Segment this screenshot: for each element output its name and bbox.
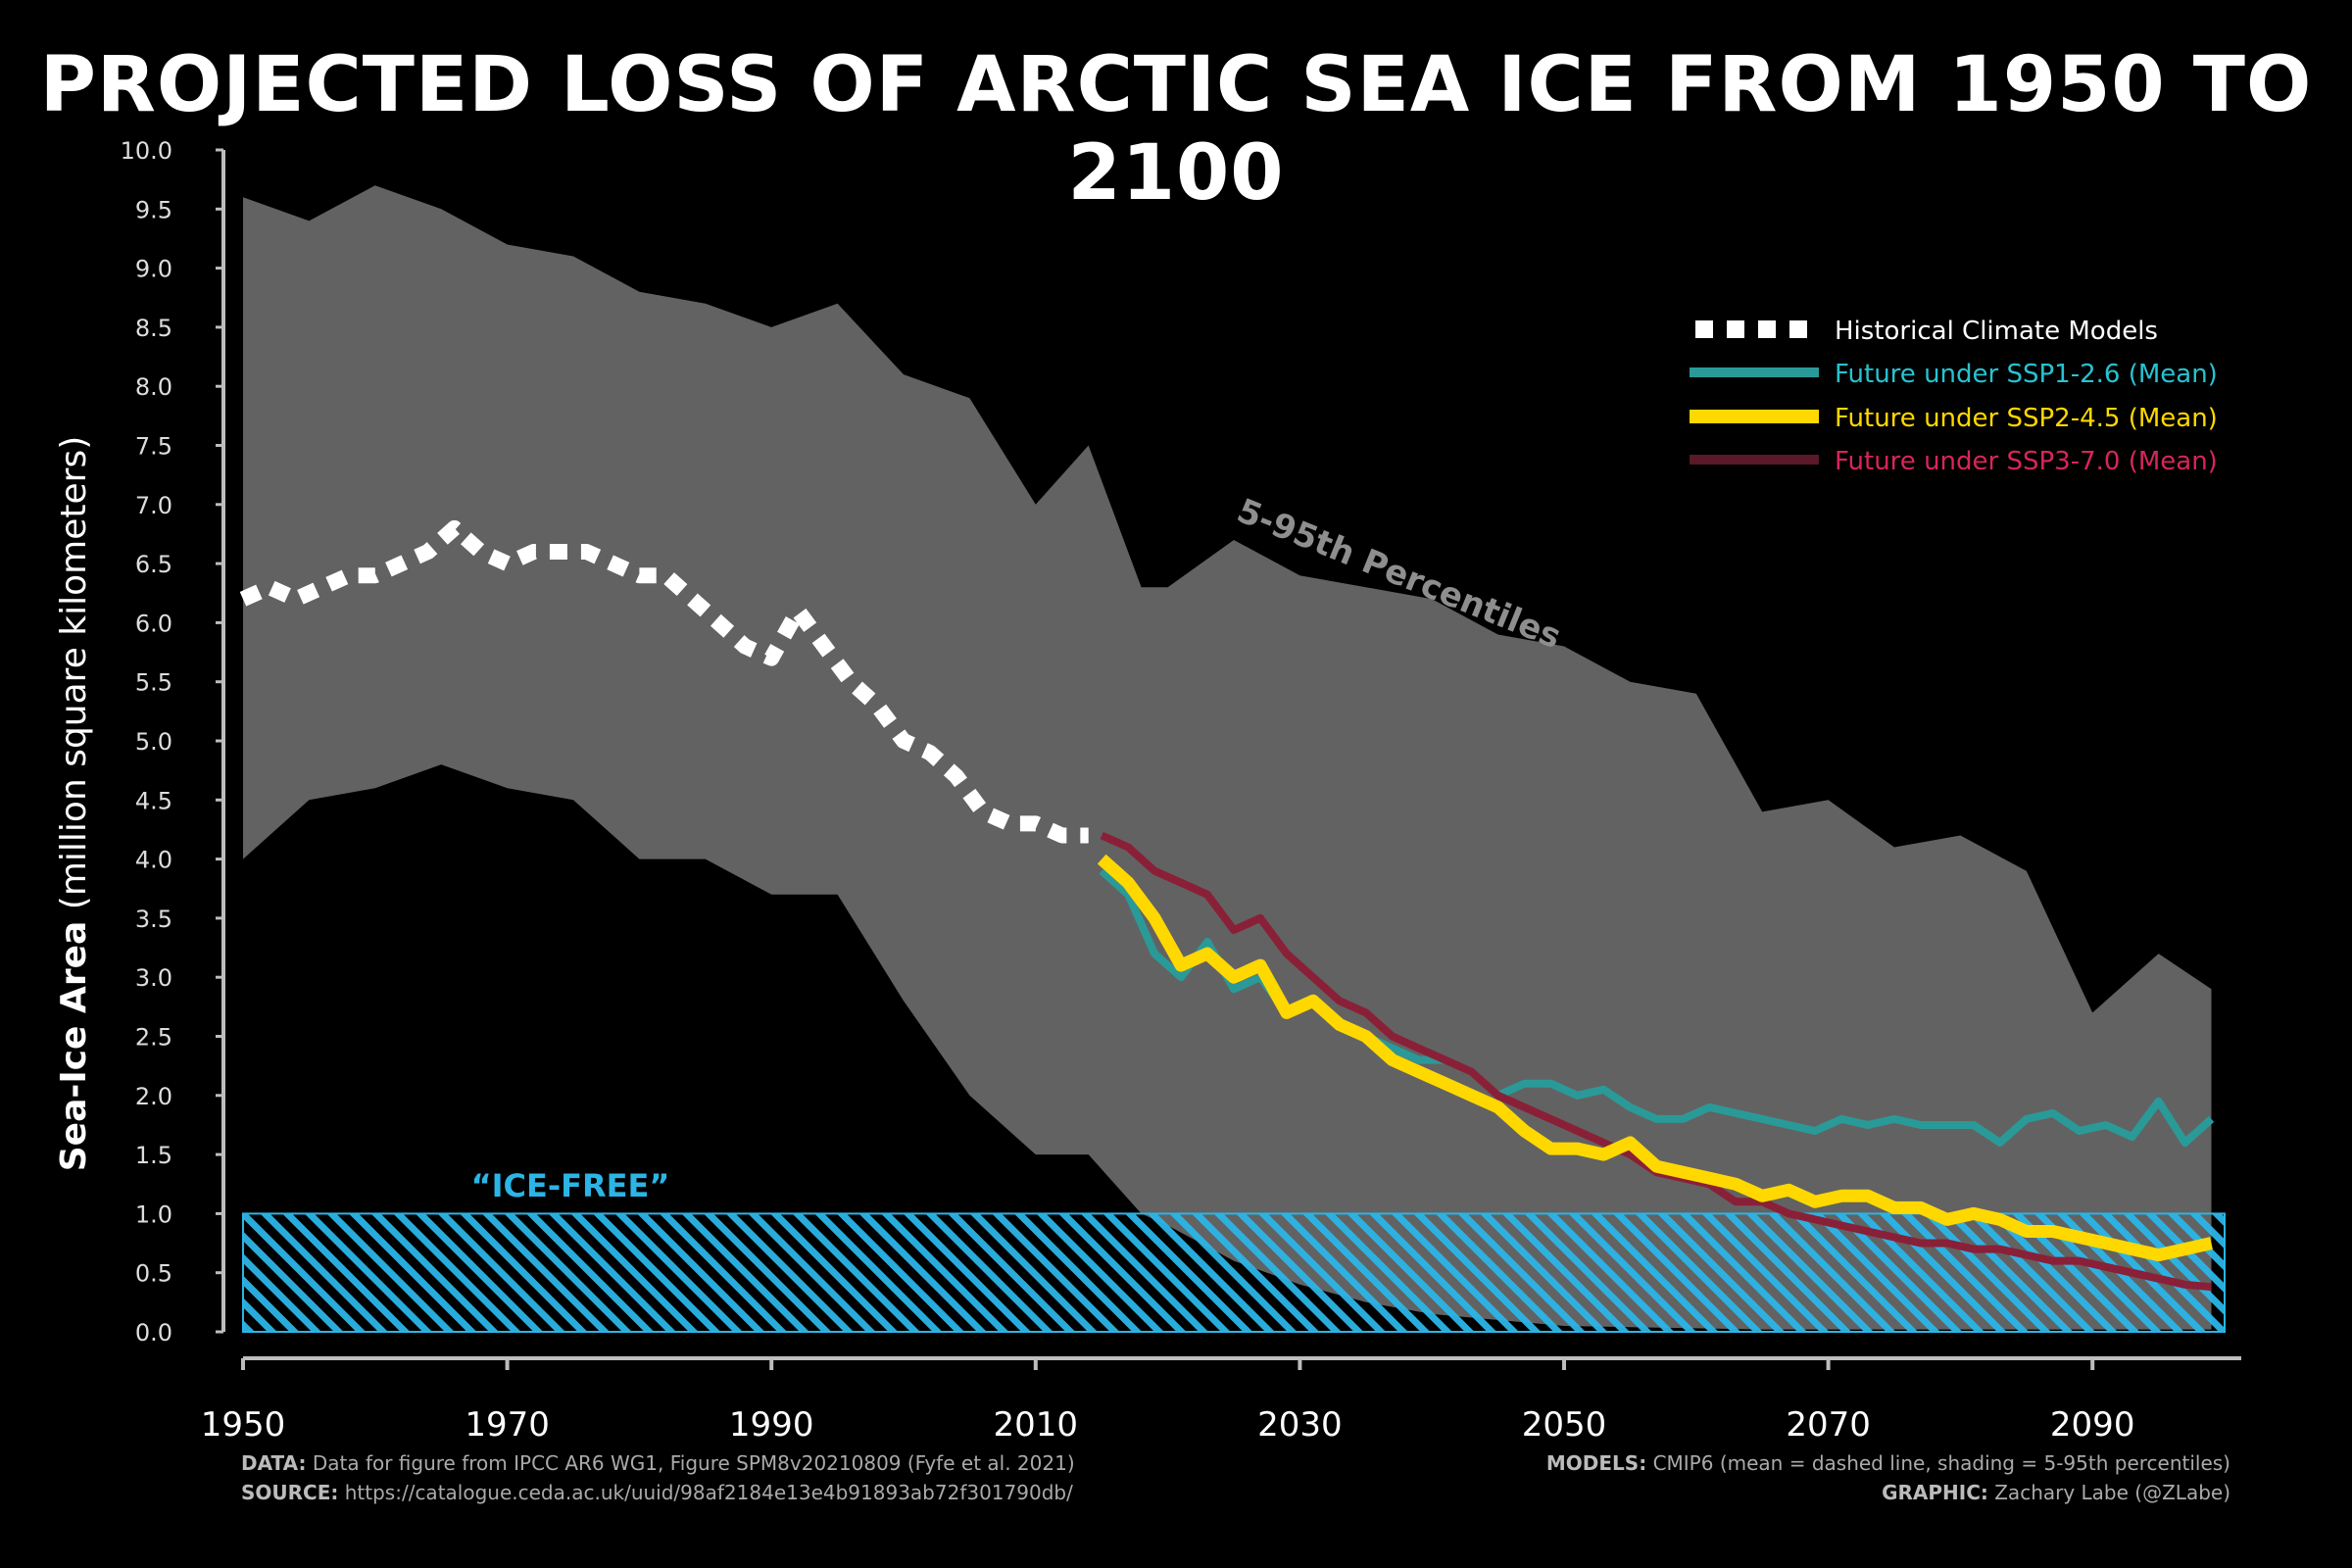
y-tick-label: 10.0: [121, 137, 172, 165]
footer-data-source: DATA: Data for figure from IPCC AR6 WG1,…: [241, 1448, 1075, 1507]
footer-data-text: Data for figure from IPCC AR6 WG1, Figur…: [312, 1451, 1075, 1475]
footer-source-link[interactable]: https://catalogue.ceda.ac.uk/uuid/98af21…: [344, 1481, 1073, 1504]
chart-title: PROJECTED LOSS OF ARCTIC SEA ICE FROM 19…: [39, 41, 2313, 218]
x-tick-label: 2050: [1522, 1405, 1607, 1445]
footer-data-label: DATA:: [241, 1451, 307, 1475]
footer-models-credit: MODELS: CMIP6 (mean = dashed line, shadi…: [1546, 1448, 2230, 1507]
x-tick-label: 2090: [2050, 1405, 2135, 1445]
legend: Historical Climate Models Future under S…: [1690, 317, 2218, 476]
y-tick-label: 9.0: [135, 256, 172, 283]
y-tick-label: 4.0: [135, 847, 172, 874]
legend-label-ssp126: Future under SSP1-2.6 (Mean): [1835, 360, 2218, 389]
y-tick-label: 6.5: [135, 551, 172, 578]
y-tick-label: 6.0: [135, 610, 172, 637]
ice-free-label: “ICE-FREE”: [471, 1167, 670, 1204]
y-tick-label: 3.5: [135, 906, 172, 933]
footer-models-label: MODELS:: [1545, 1451, 1647, 1475]
percentile-band: [243, 185, 2212, 1330]
percentile-band-layer: [243, 185, 2212, 1330]
y-tick-label: 7.5: [135, 433, 172, 461]
y-tick-label: 0.5: [135, 1260, 172, 1288]
y-tick-label: 0.0: [135, 1319, 172, 1347]
y-tick-label: 7.0: [135, 492, 172, 519]
x-tick-label: 1990: [729, 1405, 814, 1445]
legend-label-historical: Historical Climate Models: [1835, 317, 2158, 346]
legend-label-ssp245: Future under SSP2-4.5 (Mean): [1835, 404, 2218, 433]
y-tick-label: 1.5: [135, 1142, 172, 1169]
y-tick-label: 8.0: [135, 373, 172, 401]
y-tick-label: 2.0: [135, 1083, 172, 1110]
y-tick-label: 9.5: [135, 196, 172, 223]
footer-models-text: CMIP6 (mean = dashed line, shading = 5-9…: [1652, 1451, 2230, 1475]
x-tick-label: 2030: [1257, 1405, 1343, 1445]
y-tick-label: 3.0: [135, 964, 172, 992]
x-tick-label: 2070: [1786, 1405, 1871, 1445]
y-tick-label: 4.5: [135, 787, 172, 814]
footer-source-label: SOURCE:: [241, 1481, 339, 1504]
axes-layer: 0.0 0.5 1.0 1.5 2.0 2.5 3.0 3.5 4.0 4.5 5.0 5.5 6.0 6…: [121, 137, 2241, 1445]
y-tick-label: 5.5: [135, 669, 172, 697]
ice-free-zone: [242, 1212, 2226, 1334]
x-tick-label: 2010: [994, 1405, 1079, 1445]
series-layer: [239, 519, 2215, 1292]
y-tick-label: 2.5: [135, 1024, 172, 1052]
y-tick-label: 1.0: [135, 1200, 172, 1228]
series-ssp245-line: [1097, 854, 2213, 1262]
y-tick-label: 5.0: [135, 728, 172, 756]
y-axis-label-bold: Sea-Ice Area: [54, 920, 94, 1172]
y-axis-label-units: (million square kilometers): [54, 435, 94, 910]
x-tick-label: 1970: [465, 1405, 550, 1445]
y-axis-label: Sea-Ice Area (million square kilometers): [54, 363, 103, 1245]
legend-label-ssp370: Future under SSP3-7.0 (Mean): [1835, 447, 2218, 476]
x-tick-label: 1950: [201, 1405, 286, 1445]
ice-free-layer: [242, 1212, 2226, 1334]
footer-graphic-text: Zachary Labe (@ZLabe): [1994, 1481, 2230, 1504]
footer-graphic-label: GRAPHIC:: [1882, 1481, 1988, 1504]
y-tick-label: 8.5: [135, 315, 172, 342]
